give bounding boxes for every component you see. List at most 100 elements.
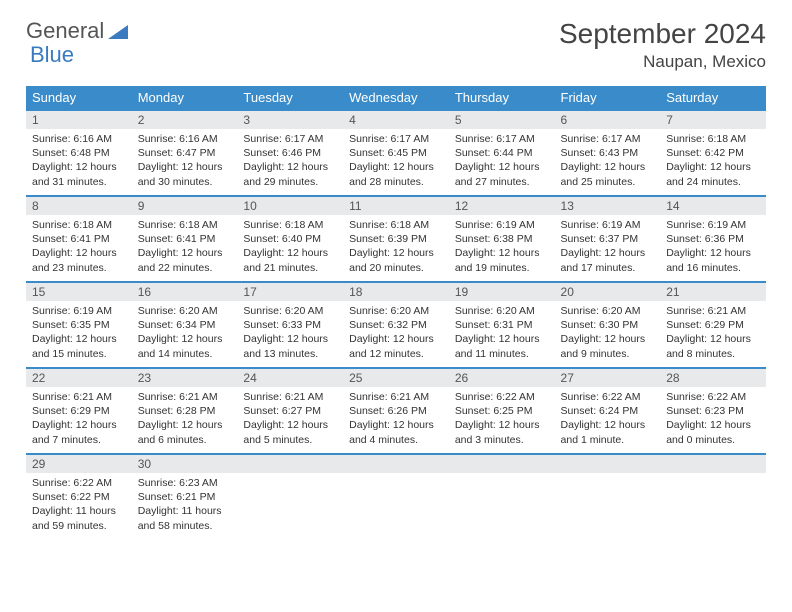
weekday-header: Friday (555, 86, 661, 110)
sunrise-text: Sunrise: 6:20 AM (349, 304, 443, 318)
sunrise-text: Sunrise: 6:22 AM (666, 390, 760, 404)
day-number: 26 (449, 369, 555, 387)
daylight-text: Daylight: 12 hours and 13 minutes. (243, 332, 337, 360)
calendar-cell: 10Sunrise: 6:18 AMSunset: 6:40 PMDayligh… (237, 196, 343, 282)
day-details (237, 473, 343, 523)
day-details: Sunrise: 6:21 AMSunset: 6:29 PMDaylight:… (26, 387, 132, 451)
sunrise-text: Sunrise: 6:18 AM (138, 218, 232, 232)
calendar-cell: 20Sunrise: 6:20 AMSunset: 6:30 PMDayligh… (555, 282, 661, 368)
day-details: Sunrise: 6:21 AMSunset: 6:27 PMDaylight:… (237, 387, 343, 451)
day-number: 10 (237, 197, 343, 215)
calendar-cell: 9Sunrise: 6:18 AMSunset: 6:41 PMDaylight… (132, 196, 238, 282)
daylight-text: Daylight: 12 hours and 4 minutes. (349, 418, 443, 446)
day-details: Sunrise: 6:22 AMSunset: 6:25 PMDaylight:… (449, 387, 555, 451)
daylight-text: Daylight: 12 hours and 16 minutes. (666, 246, 760, 274)
month-title: September 2024 (559, 18, 766, 50)
calendar-body: 1Sunrise: 6:16 AMSunset: 6:48 PMDaylight… (26, 110, 766, 540)
day-number: 12 (449, 197, 555, 215)
sunrise-text: Sunrise: 6:21 AM (32, 390, 126, 404)
day-number: 21 (660, 283, 766, 301)
calendar-cell (343, 454, 449, 540)
day-number: 18 (343, 283, 449, 301)
day-details: Sunrise: 6:21 AMSunset: 6:28 PMDaylight:… (132, 387, 238, 451)
day-details: Sunrise: 6:20 AMSunset: 6:30 PMDaylight:… (555, 301, 661, 365)
sunrise-text: Sunrise: 6:18 AM (243, 218, 337, 232)
calendar-cell (555, 454, 661, 540)
sunset-text: Sunset: 6:30 PM (561, 318, 655, 332)
calendar-cell: 24Sunrise: 6:21 AMSunset: 6:27 PMDayligh… (237, 368, 343, 454)
sunrise-text: Sunrise: 6:20 AM (561, 304, 655, 318)
day-number: 30 (132, 455, 238, 473)
day-number: 24 (237, 369, 343, 387)
sunset-text: Sunset: 6:32 PM (349, 318, 443, 332)
day-details (555, 473, 661, 523)
sunrise-text: Sunrise: 6:23 AM (138, 476, 232, 490)
calendar-cell: 29Sunrise: 6:22 AMSunset: 6:22 PMDayligh… (26, 454, 132, 540)
calendar-cell: 2Sunrise: 6:16 AMSunset: 6:47 PMDaylight… (132, 110, 238, 196)
daylight-text: Daylight: 12 hours and 11 minutes. (455, 332, 549, 360)
day-number: 25 (343, 369, 449, 387)
sunrise-text: Sunrise: 6:17 AM (455, 132, 549, 146)
day-details: Sunrise: 6:20 AMSunset: 6:33 PMDaylight:… (237, 301, 343, 365)
sunrise-text: Sunrise: 6:17 AM (243, 132, 337, 146)
calendar-cell: 14Sunrise: 6:19 AMSunset: 6:36 PMDayligh… (660, 196, 766, 282)
daylight-text: Daylight: 12 hours and 8 minutes. (666, 332, 760, 360)
day-details: Sunrise: 6:22 AMSunset: 6:24 PMDaylight:… (555, 387, 661, 451)
day-number: 22 (26, 369, 132, 387)
day-number: 19 (449, 283, 555, 301)
calendar-row: 15Sunrise: 6:19 AMSunset: 6:35 PMDayligh… (26, 282, 766, 368)
daylight-text: Daylight: 12 hours and 29 minutes. (243, 160, 337, 188)
sunrise-text: Sunrise: 6:17 AM (349, 132, 443, 146)
day-details: Sunrise: 6:20 AMSunset: 6:34 PMDaylight:… (132, 301, 238, 365)
sunset-text: Sunset: 6:41 PM (32, 232, 126, 246)
sunrise-text: Sunrise: 6:19 AM (561, 218, 655, 232)
sunrise-text: Sunrise: 6:21 AM (243, 390, 337, 404)
sunset-text: Sunset: 6:38 PM (455, 232, 549, 246)
sunset-text: Sunset: 6:41 PM (138, 232, 232, 246)
day-details: Sunrise: 6:20 AMSunset: 6:31 PMDaylight:… (449, 301, 555, 365)
day-number: 11 (343, 197, 449, 215)
daylight-text: Daylight: 12 hours and 6 minutes. (138, 418, 232, 446)
day-number: 2 (132, 111, 238, 129)
sunrise-text: Sunrise: 6:18 AM (32, 218, 126, 232)
day-number (343, 455, 449, 473)
day-number: 27 (555, 369, 661, 387)
calendar-cell: 7Sunrise: 6:18 AMSunset: 6:42 PMDaylight… (660, 110, 766, 196)
daylight-text: Daylight: 12 hours and 23 minutes. (32, 246, 126, 274)
location-subtitle: Naupan, Mexico (559, 52, 766, 72)
sunset-text: Sunset: 6:24 PM (561, 404, 655, 418)
page-header: General September 2024 Naupan, Mexico (26, 18, 766, 72)
logo-triangle-icon (108, 23, 128, 39)
daylight-text: Daylight: 12 hours and 15 minutes. (32, 332, 126, 360)
sunset-text: Sunset: 6:26 PM (349, 404, 443, 418)
day-number: 13 (555, 197, 661, 215)
day-number: 6 (555, 111, 661, 129)
day-number: 29 (26, 455, 132, 473)
sunrise-text: Sunrise: 6:18 AM (666, 132, 760, 146)
day-details: Sunrise: 6:16 AMSunset: 6:48 PMDaylight:… (26, 129, 132, 193)
sunrise-text: Sunrise: 6:16 AM (32, 132, 126, 146)
calendar-cell: 8Sunrise: 6:18 AMSunset: 6:41 PMDaylight… (26, 196, 132, 282)
calendar-cell: 6Sunrise: 6:17 AMSunset: 6:43 PMDaylight… (555, 110, 661, 196)
daylight-text: Daylight: 12 hours and 1 minute. (561, 418, 655, 446)
day-number: 20 (555, 283, 661, 301)
sunrise-text: Sunrise: 6:19 AM (666, 218, 760, 232)
calendar-cell: 17Sunrise: 6:20 AMSunset: 6:33 PMDayligh… (237, 282, 343, 368)
calendar-cell: 26Sunrise: 6:22 AMSunset: 6:25 PMDayligh… (449, 368, 555, 454)
day-number (237, 455, 343, 473)
sunrise-text: Sunrise: 6:21 AM (666, 304, 760, 318)
day-number: 3 (237, 111, 343, 129)
day-number: 23 (132, 369, 238, 387)
daylight-text: Daylight: 12 hours and 31 minutes. (32, 160, 126, 188)
day-number (555, 455, 661, 473)
sunset-text: Sunset: 6:31 PM (455, 318, 549, 332)
calendar-cell: 27Sunrise: 6:22 AMSunset: 6:24 PMDayligh… (555, 368, 661, 454)
weekday-header: Wednesday (343, 86, 449, 110)
calendar-cell: 13Sunrise: 6:19 AMSunset: 6:37 PMDayligh… (555, 196, 661, 282)
daylight-text: Daylight: 12 hours and 25 minutes. (561, 160, 655, 188)
weekday-header: Monday (132, 86, 238, 110)
daylight-text: Daylight: 12 hours and 21 minutes. (243, 246, 337, 274)
daylight-text: Daylight: 12 hours and 0 minutes. (666, 418, 760, 446)
day-details: Sunrise: 6:21 AMSunset: 6:29 PMDaylight:… (660, 301, 766, 365)
daylight-text: Daylight: 12 hours and 14 minutes. (138, 332, 232, 360)
